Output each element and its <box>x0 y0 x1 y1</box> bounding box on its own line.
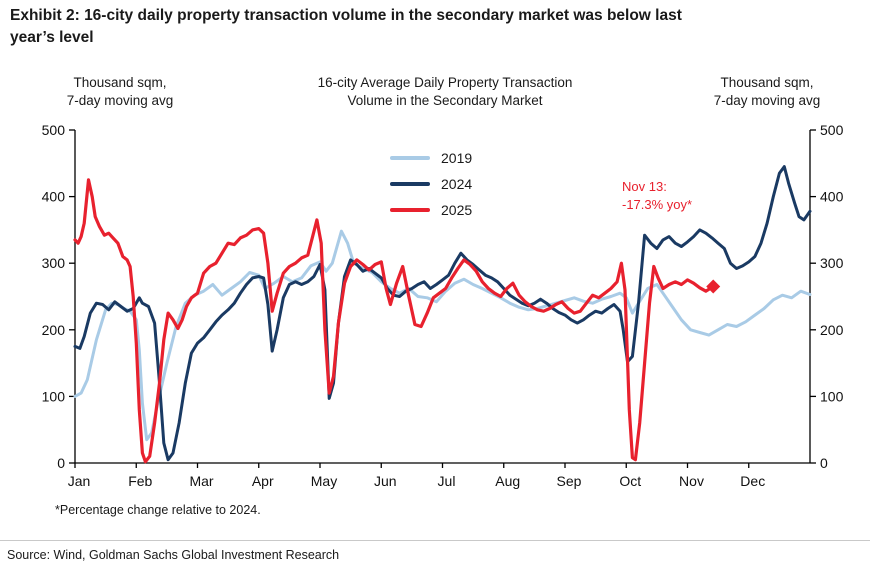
legend-item-2025: 2025 <box>390 201 472 219</box>
svg-text:0: 0 <box>820 455 828 471</box>
svg-text:Aug: Aug <box>495 473 520 489</box>
legend-swatch-2025 <box>390 208 430 212</box>
svg-text:Jul: Jul <box>438 473 456 489</box>
legend-item-2019: 2019 <box>390 149 472 167</box>
right-axis-unit-label: Thousand sqm, 7-day moving avg <box>713 75 821 108</box>
svg-text:500: 500 <box>42 122 66 138</box>
legend-swatch-2024 <box>390 182 430 186</box>
exhibit-title: Exhibit 2: 16-city daily property transa… <box>10 7 682 47</box>
legend-item-2024: 2024 <box>390 175 472 193</box>
svg-text:300: 300 <box>820 255 844 271</box>
chart-title: 16-city Average Daily Property Transacti… <box>317 75 573 109</box>
legend-label-2024: 2024 <box>441 176 473 192</box>
svg-text:500: 500 <box>820 122 844 138</box>
svg-text:Nov: Nov <box>679 473 704 489</box>
svg-text:Jan: Jan <box>68 473 91 489</box>
svg-text:Feb: Feb <box>128 473 152 489</box>
divider-line <box>0 540 870 541</box>
svg-text:Dec: Dec <box>740 473 765 489</box>
svg-text:Oct: Oct <box>619 473 641 489</box>
svg-text:Mar: Mar <box>189 473 213 489</box>
svg-text:300: 300 <box>42 255 66 271</box>
chart-footnote: *Percentage change relative to 2024. <box>55 503 261 517</box>
svg-text:100: 100 <box>820 388 844 404</box>
annotation-nov13-yoy: Nov 13: -17.3% yoy* <box>622 179 693 212</box>
svg-text:May: May <box>311 473 337 489</box>
legend-swatch-2019 <box>390 156 430 160</box>
chart-legend: 2019 2024 2025 <box>390 149 472 227</box>
svg-text:200: 200 <box>820 322 844 338</box>
svg-text:400: 400 <box>820 189 844 205</box>
svg-text:100: 100 <box>42 388 66 404</box>
svg-text:Jun: Jun <box>374 473 397 489</box>
svg-text:Sep: Sep <box>557 473 582 489</box>
svg-text:0: 0 <box>57 455 65 471</box>
left-axis-unit-label: Thousand sqm, 7-day moving avg <box>66 75 174 108</box>
svg-text:400: 400 <box>42 189 66 205</box>
svg-text:Apr: Apr <box>252 473 274 489</box>
legend-label-2025: 2025 <box>441 202 473 218</box>
svg-text:200: 200 <box>42 322 66 338</box>
source-attribution: Source: Wind, Goldman Sachs Global Inves… <box>7 548 340 562</box>
legend-label-2019: 2019 <box>441 150 473 166</box>
